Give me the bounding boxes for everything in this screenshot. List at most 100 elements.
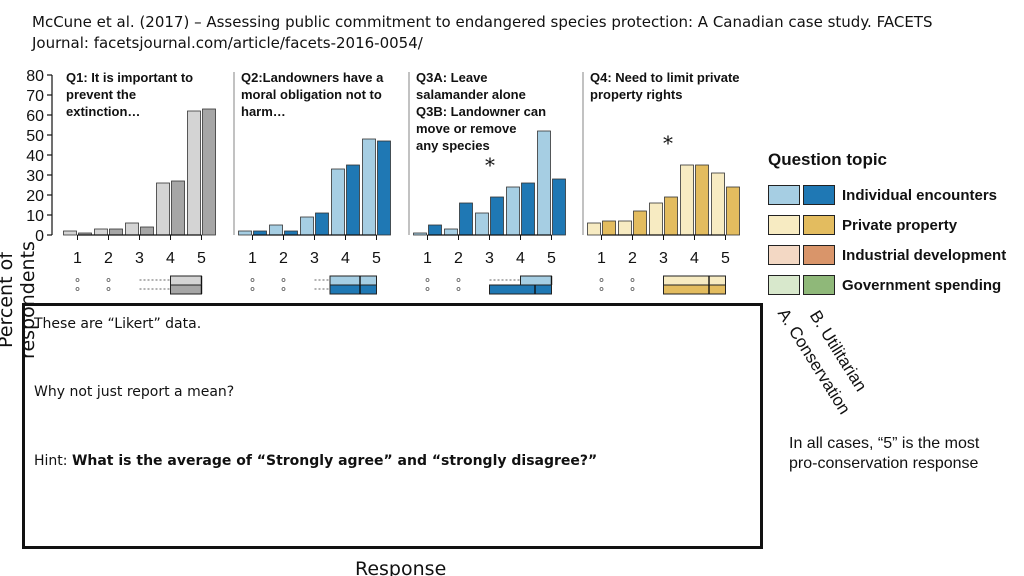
y-tick-label: 0 [35, 228, 44, 245]
hint-question: What is the average of “Strongly agree” … [71, 453, 598, 469]
x-tick-label: 5 [547, 250, 556, 267]
x-tick-label: 4 [166, 250, 175, 267]
summary-outlier [106, 278, 111, 282]
x-tick-label: 2 [628, 250, 637, 267]
summary-box [329, 275, 377, 286]
bar-utilitarian [109, 228, 123, 236]
bar-conservation [413, 232, 427, 236]
likert-bar-chart: 0 10 20 30 40 50 60 70 80 Q1: It is important to p… [26, 68, 740, 295]
bar-utilitarian [521, 182, 535, 236]
bar-conservation [362, 138, 376, 236]
x-tick-label: 1 [423, 250, 432, 267]
bar-conservation [300, 216, 314, 236]
note-line-1: These are “Likert” data. [34, 316, 202, 332]
bar-conservation [63, 230, 77, 236]
summary-outlier [250, 278, 255, 282]
summary-outlier [281, 278, 286, 282]
y-tick-label: 10 [26, 208, 44, 225]
bar-utilitarian [459, 202, 473, 236]
summary-outlier [456, 287, 461, 291]
bar-utilitarian [140, 226, 154, 236]
summary-box [170, 284, 202, 295]
panel-title-line: Q1: It is important to [66, 70, 193, 85]
x-tick-label: 3 [310, 250, 319, 267]
x-tick-label: 2 [279, 250, 288, 267]
bar-utilitarian [346, 164, 360, 236]
bar-conservation [125, 222, 139, 236]
bar-conservation [587, 222, 601, 236]
legend-item: Private property [768, 210, 1024, 240]
bar-utilitarian [726, 186, 740, 236]
panel-title-line: harm… [241, 104, 286, 119]
summary-outlier [75, 278, 80, 282]
note-box: These are “Likert” data. Why not just re… [22, 303, 763, 549]
x-tick-label: 4 [690, 250, 699, 267]
bar-utilitarian [695, 164, 709, 236]
bar-utilitarian [490, 196, 504, 236]
panel-title-line: moral obligation not to [241, 87, 382, 102]
y-tick-label: 50 [26, 128, 44, 145]
summary-outlier [599, 287, 604, 291]
legend-swatch-conservation [768, 245, 800, 265]
legend-swatch-utilitarian [803, 245, 835, 265]
x-tick-label: 1 [73, 250, 82, 267]
legend-item: Individual encounters [768, 180, 1024, 210]
bar-conservation [537, 130, 551, 236]
panel-title-line: Q3B: Landowner can [416, 104, 546, 119]
summary-outlier [75, 287, 80, 291]
y-tick-label: 80 [26, 68, 44, 85]
x-tick-label: 4 [341, 250, 350, 267]
hint-prefix: Hint: [34, 453, 72, 469]
legend-swatch-utilitarian [803, 185, 835, 205]
note-hint: Hint: What is the average of “Strongly a… [34, 453, 597, 469]
panel-title-line: prevent the [66, 87, 136, 102]
panel-title-line: property rights [590, 87, 682, 102]
y-tick-label: 40 [26, 148, 44, 165]
bar-utilitarian [602, 220, 616, 236]
summary-box [329, 284, 377, 295]
summary-outlier [599, 278, 604, 282]
panel-title-line: Q3A: Leave [416, 70, 488, 85]
bar-conservation [444, 228, 458, 236]
summary-box [520, 275, 552, 286]
x-tick-label: 3 [485, 250, 494, 267]
legend-item: Industrial development [768, 240, 1024, 270]
x-tick-label: 3 [135, 250, 144, 267]
panel-title-line: Q4: Need to limit private [590, 70, 740, 85]
y-tick-label: 30 [26, 168, 44, 185]
panel-title-line: salamander alone [416, 87, 526, 102]
bar-utilitarian [171, 180, 185, 236]
summary-outlier [630, 287, 635, 291]
panel-title-line: move or remove [416, 121, 516, 136]
legend-item: Government spending [768, 270, 1024, 300]
summary-outlier [106, 287, 111, 291]
summary-outlier [425, 278, 430, 282]
bar-conservation [711, 172, 725, 236]
legend: Question topic Individual encounters Priv… [768, 150, 1024, 300]
y-tick-label: 20 [26, 188, 44, 205]
bar-utilitarian [428, 224, 442, 236]
panel-title-line: Q2:Landowners have a [241, 70, 384, 85]
summary-box [170, 275, 202, 286]
significance-star: * [663, 131, 673, 155]
significance-star: * [485, 153, 495, 177]
x-axis-title: Response [355, 558, 447, 576]
x-tick-label: 4 [516, 250, 525, 267]
legend-swatch-utilitarian [803, 215, 835, 235]
bar-utilitarian [664, 196, 678, 236]
bar-utilitarian [202, 108, 216, 236]
legend-swatch-utilitarian [803, 275, 835, 295]
legend-item-label: Individual encounters [842, 186, 998, 204]
bar-conservation [238, 230, 252, 236]
x-tick-label: 5 [197, 250, 206, 267]
bar-utilitarian [315, 212, 329, 236]
summary-outlier [425, 287, 430, 291]
x-tick-label: 3 [659, 250, 668, 267]
legend-swatch-conservation [768, 215, 800, 235]
bar-utilitarian [633, 210, 647, 236]
bar-conservation [331, 168, 345, 236]
legend-item-label: Private property [842, 216, 958, 234]
bar-conservation [156, 182, 170, 236]
summary-box [489, 284, 552, 295]
citation: McCune et al. (2017) – Assessing public … [32, 12, 992, 54]
